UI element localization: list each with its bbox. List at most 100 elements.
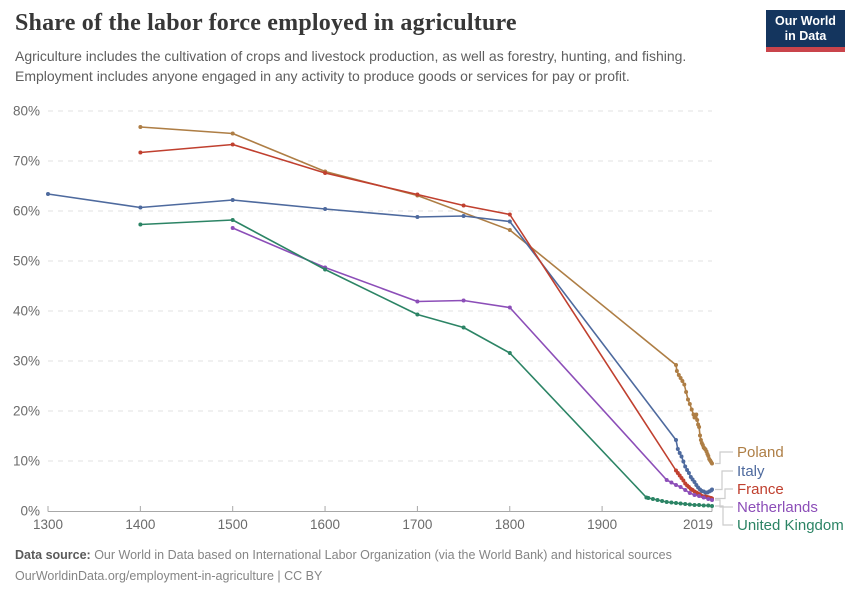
data-point [683, 502, 688, 506]
x-axis-tick-label: 1800 [495, 517, 525, 532]
data-point [706, 503, 711, 508]
data-point [684, 390, 689, 394]
data-point [138, 205, 143, 210]
x-axis-tick-label: 1600 [310, 517, 340, 532]
chart-header: Share of the labor force employed in agr… [15, 10, 760, 86]
legend-connector-united-kingdom [715, 505, 733, 526]
series-italy[interactable] [46, 192, 714, 495]
data-point [415, 192, 420, 197]
data-point [650, 497, 655, 501]
data-point [710, 498, 714, 502]
legend-connector-netherlands [715, 499, 733, 508]
x-axis-tick-label: 1300 [33, 517, 63, 532]
line-chart: 0% 10% 20% 30% 40% 50% 60% 70% 80% 1300 1400 1500 16… [13, 104, 844, 535]
legend-connector-italy [715, 470, 733, 491]
legend-label-poland[interactable]: Poland [737, 444, 784, 461]
data-point [230, 218, 235, 222]
data-point [507, 228, 512, 232]
data-point [683, 464, 688, 469]
data-point [706, 454, 711, 458]
data-point [138, 222, 143, 227]
data-point [138, 125, 143, 129]
data-point [687, 491, 692, 495]
data-point [674, 369, 679, 373]
data-point [677, 451, 682, 455]
y-axis-tick-label: 40% [13, 304, 40, 319]
data-point [682, 382, 687, 387]
data-point [669, 500, 674, 505]
legend-label-france[interactable]: France [737, 481, 784, 498]
owid-url-link[interactable]: OurWorldinData.org/employment-in-agricul… [15, 569, 323, 583]
x-axis-tick-label: 1500 [218, 517, 248, 532]
series-united-kingdom[interactable] [138, 218, 714, 508]
data-source-line: Data source: Our World in Data based on … [15, 545, 835, 566]
data-point [710, 487, 714, 492]
data-point [710, 461, 714, 466]
x-axis-tick-label: 2019 [683, 517, 713, 532]
legend-label-italy[interactable]: Italy [737, 463, 765, 480]
data-point [415, 312, 420, 317]
data-point [695, 418, 700, 422]
data-point [660, 499, 665, 503]
page-title: Share of the labor force employed in agr… [15, 10, 517, 36]
data-point [669, 480, 674, 485]
data-point [706, 497, 711, 501]
series-line-netherlands [231, 227, 713, 501]
data-point [230, 198, 235, 202]
owid-logo-line2: in Data [784, 28, 827, 43]
data-point [676, 373, 681, 377]
series-line-united-kingdom [139, 219, 713, 507]
data-point [507, 212, 512, 217]
data-point [461, 214, 466, 218]
y-axis-tick-label: 10% [13, 454, 40, 469]
data-point [689, 407, 694, 412]
y-axis-tick-label: 70% [13, 154, 40, 169]
series-poland[interactable] [138, 125, 714, 466]
data-point [507, 351, 512, 355]
series-netherlands[interactable] [230, 226, 714, 502]
x-axis-tick-label: 1900 [587, 517, 617, 532]
y-axis-tick-label: 20% [13, 404, 40, 419]
legend-label-netherlands[interactable]: Netherlands [737, 499, 818, 516]
data-point [687, 502, 692, 507]
data-point [415, 299, 420, 304]
legend-connector-france [715, 488, 733, 500]
data-point [230, 226, 235, 230]
chart-subtitle: Agriculture includes the cultivation of … [15, 48, 687, 84]
data-point [461, 325, 466, 330]
owid-logo[interactable]: Our World in Data [766, 10, 845, 52]
data-point [692, 480, 697, 484]
data-point [323, 267, 328, 272]
data-point [678, 485, 683, 489]
series-line-poland [139, 126, 713, 465]
data-point [655, 498, 660, 502]
data-point [230, 142, 235, 147]
data-point [692, 493, 697, 497]
series-line-france [139, 143, 713, 500]
data-point [674, 483, 678, 487]
data-point [692, 503, 697, 507]
data-point [710, 504, 714, 508]
data-point [674, 438, 678, 442]
data-point [694, 412, 699, 417]
data-point [678, 376, 683, 380]
data-point [461, 298, 466, 303]
line-chart-canvas: 0% 10% 20% 30% 40% 50% 60% 70% 80% 1300 1400 1500 16… [13, 104, 844, 535]
data-point [686, 471, 691, 475]
owid-logo-line1: Our World [775, 13, 836, 28]
data-point [461, 203, 466, 208]
y-axis-tick-label: 0% [20, 504, 40, 519]
data-point [685, 468, 690, 472]
x-axis-tick-label: 1700 [402, 517, 432, 532]
legend-label-united-kingdom[interactable]: United Kingdom [737, 517, 844, 534]
data-point [683, 488, 688, 492]
data-point [698, 438, 703, 442]
data-point [697, 494, 702, 498]
data-point [674, 501, 678, 505]
series-france[interactable] [138, 142, 714, 501]
data-point [415, 215, 420, 219]
data-point [646, 496, 651, 500]
x-axis-tick-label: 1400 [125, 517, 155, 532]
chart-footer: Data source: Our World in Data based on … [15, 545, 835, 587]
y-axis-tick-label: 80% [13, 104, 40, 119]
